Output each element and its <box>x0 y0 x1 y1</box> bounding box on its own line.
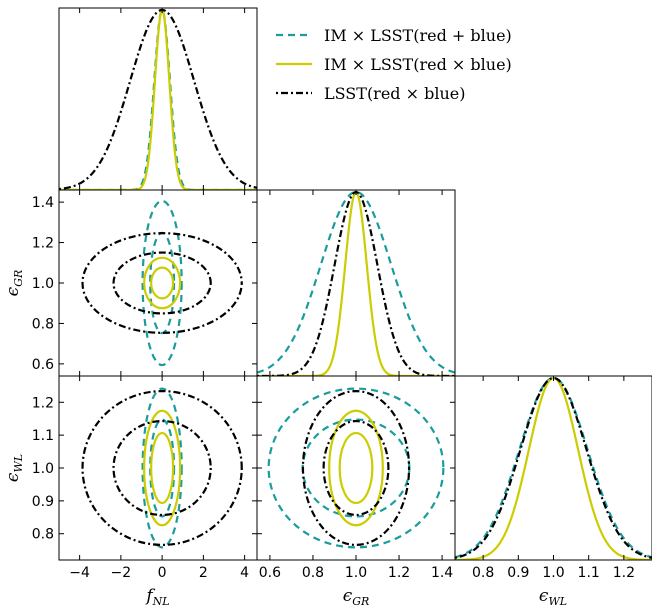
panel-f_NL-f_NL <box>59 8 257 190</box>
marginal-curve-2 <box>59 8 257 190</box>
y-axis-label-epswl: ϵWL <box>3 454 25 482</box>
y-tick-label: 1.0 <box>32 276 54 292</box>
x-tick-label: 1.0 <box>345 565 367 581</box>
legend: IM × LSST(red + blue) IM × LSST(red × blu… <box>276 26 512 103</box>
contour-2sigma-1 <box>141 387 183 549</box>
contour-1sigma-2 <box>338 431 374 505</box>
contour-2sigma-3 <box>81 232 243 334</box>
y-tick-label: 0.6 <box>32 357 54 373</box>
contour-2sigma-1 <box>267 387 445 549</box>
panel-eps_WL-eps_WL <box>455 376 652 560</box>
x-tick-label: 0.9 <box>507 565 529 581</box>
y-tick-label: 0.9 <box>32 494 54 510</box>
x-tick-label: 1.0 <box>542 565 564 581</box>
y-tick-label: 1.2 <box>32 236 54 252</box>
panel-eps_GR-f_NL <box>81 199 243 367</box>
legend-label-2: IM × LSST(red × blue) <box>324 55 512 74</box>
x-tick-label: 0.6 <box>259 565 281 581</box>
x-tick-label: 1.2 <box>388 565 410 581</box>
x-axis-label-epswl: ϵWL <box>539 586 567 607</box>
x-axis-label-fnl: fNL <box>144 586 169 607</box>
x-tick-label: −2 <box>111 565 132 581</box>
contour-2sigma-3 <box>81 389 243 547</box>
legend-label-1: IM × LSST(red + blue) <box>324 26 512 45</box>
marginal-curve-3 <box>455 376 652 559</box>
contour-2sigma-3 <box>301 389 411 547</box>
contour-1sigma-3 <box>112 251 212 315</box>
x-tick-label: 1.4 <box>431 565 453 581</box>
marginal-curve-1 <box>257 190 455 374</box>
contour-2sigma-2 <box>328 409 384 527</box>
x-tick-label: 0 <box>158 565 167 581</box>
x-tick-label: 2 <box>199 565 208 581</box>
x-tick-label: 1.2 <box>613 565 635 581</box>
x-tick-label: −4 <box>69 565 90 581</box>
contour-1sigma-3 <box>112 419 212 517</box>
y-tick-label: 1.1 <box>32 428 54 444</box>
contour-1sigma-1 <box>149 231 176 335</box>
x-tick-label: 0.8 <box>472 565 494 581</box>
y-axis-label-epsgr: ϵGR <box>3 270 25 297</box>
contour-2sigma-2 <box>143 409 182 527</box>
panel-frame <box>58 189 258 377</box>
y-tick-label: 0.8 <box>32 527 54 543</box>
x-tick-label: 0.8 <box>302 565 324 581</box>
y-tick-label: 1.0 <box>32 461 54 477</box>
panel-frame <box>454 375 652 561</box>
y-tick-label: 1.4 <box>32 195 54 211</box>
legend-label-3: LSST(red × blue) <box>324 84 466 103</box>
panel-frame <box>58 375 258 561</box>
y-tick-label: 1.2 <box>32 395 54 411</box>
contour-2sigma-1 <box>141 199 183 367</box>
x-tick-label: 1.1 <box>578 565 600 581</box>
panel-eps_WL-eps_GR <box>267 387 445 549</box>
contour-1sigma-2 <box>150 266 175 300</box>
marginal-curve-3 <box>59 8 257 190</box>
marginal-curve-1 <box>455 376 652 559</box>
y-tick-label: 0.8 <box>32 316 54 332</box>
contour-1sigma-3 <box>322 419 390 517</box>
contour-2sigma-2 <box>143 256 182 310</box>
x-tick-label: 4 <box>240 565 249 581</box>
panel-eps_GR-eps_GR <box>257 190 455 376</box>
marginal-curve-2 <box>455 376 652 560</box>
panel-frame <box>256 375 456 561</box>
panel-eps_WL-f_NL <box>81 387 243 549</box>
contour-1sigma-2 <box>150 431 175 505</box>
x-axis-label-epsgr: ϵGR <box>343 586 370 607</box>
